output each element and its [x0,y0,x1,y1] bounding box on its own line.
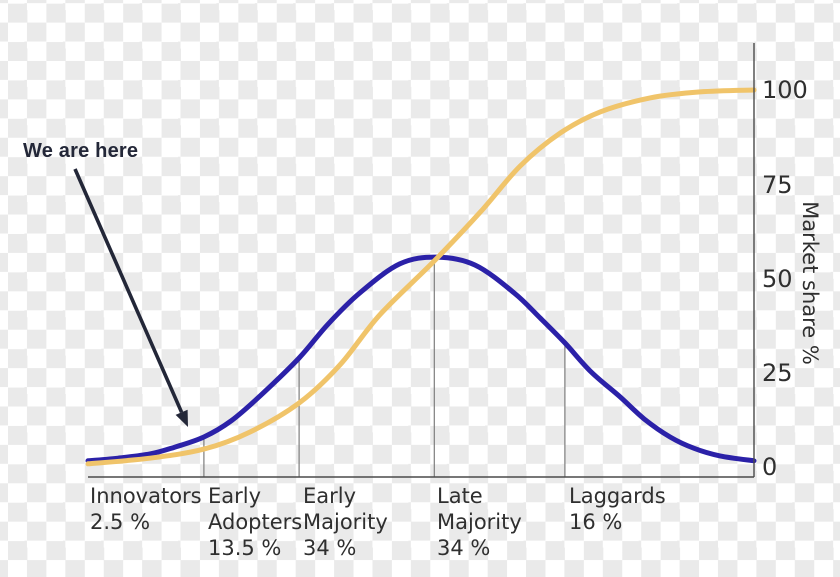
y-tick-100: 100 [762,76,808,104]
segment-line: 34 % [303,536,357,560]
we-are-here-label: We are here [23,140,139,162]
segment-label-late-majority: Late Majority 34 % [437,483,522,561]
segment-label-early-majority: Early Majority 34 % [303,483,388,561]
axes-layer [88,43,755,478]
segment-line: 2.5 % [90,510,151,534]
segment-line: Adopters [208,510,303,534]
y-tick-25: 25 [762,359,793,387]
segment-label-laggards: Laggards 16 % [569,483,666,535]
arrow-head-icon [175,409,188,427]
segment-line: 34 % [437,536,491,560]
segment-line: Early [208,484,262,508]
segment-line: Majority [303,510,388,534]
y-tick-75: 75 [762,171,793,199]
market-share-s-curve [85,87,757,467]
segment-line: Early [303,484,357,508]
y-tick-50: 50 [762,265,793,293]
segment-label-early-adopters: Early Adopters 13.5 % [208,483,302,561]
segment-line: Majority [437,510,522,534]
segment-line: Laggards [569,484,666,508]
segment-line: 13.5 % [208,536,282,560]
segment-divider-lines [203,257,566,477]
segment-line: 16 % [569,510,623,534]
segment-line: Late [437,484,483,508]
arrow-shaft [73,168,184,414]
curves-layer [85,87,757,467]
y-tick-0: 0 [762,453,778,481]
segment-line: Innovators [90,484,202,508]
new-adopters-bell-curve [85,254,757,464]
segment-label-innovators: Innovators 2.5 % [90,483,202,535]
y-axis-title: Market share % [798,201,822,365]
we-are-here-arrow [73,168,188,427]
